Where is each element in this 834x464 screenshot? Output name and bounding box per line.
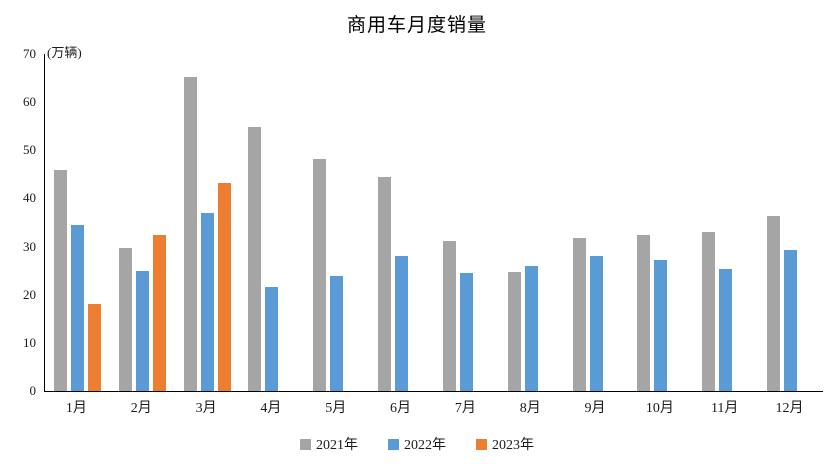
bar-group-8月 [499, 54, 564, 391]
bar-2022年-8月 [524, 266, 538, 391]
y-tick-label: 50 [23, 142, 36, 158]
y-tick-label: 10 [23, 334, 36, 350]
bar-2022年-11月 [719, 268, 733, 391]
plot-area [44, 54, 823, 392]
bar-2022年-9月 [589, 256, 603, 391]
y-tick-label: 30 [23, 238, 36, 254]
x-tick-label: 8月 [519, 401, 541, 416]
bar-2021年-12月 [767, 216, 781, 391]
bar-2021年-7月 [442, 240, 456, 391]
x-tick-label: 9月 [584, 401, 606, 416]
bar-group-12月 [758, 54, 823, 391]
y-tick-label: 0 [29, 383, 37, 398]
bar-2021年-8月 [507, 271, 521, 391]
y-tick-label: 20 [23, 286, 36, 302]
bar-group-6月 [369, 54, 434, 391]
x-tick-label: 11月 [710, 401, 739, 416]
x-tick-label: 4月 [260, 401, 282, 416]
y-tick-label: 60 [23, 94, 36, 110]
x-tick-label: 7月 [454, 401, 476, 416]
bar-group-4月 [239, 54, 304, 391]
bar-2021年-11月 [702, 232, 716, 391]
bar-2022年-10月 [654, 259, 668, 391]
bar-2022年-12月 [784, 250, 798, 391]
bar-group-2月 [110, 54, 175, 391]
x-tick-label: 5月 [325, 401, 347, 416]
legend-label: 2023年 [492, 438, 534, 453]
legend: 2021年 2022年 2023年 [0, 434, 834, 454]
bar-2021年-2月 [118, 248, 132, 391]
legend-label: 2022年 [404, 438, 446, 453]
legend-swatch-icon [388, 438, 399, 450]
bar-group-10月 [628, 54, 693, 391]
bar-group-1月 [45, 54, 110, 391]
bar-2021年-9月 [572, 238, 586, 391]
bar-2022年-1月 [70, 224, 84, 391]
legend-swatch-icon [476, 438, 487, 450]
legend-item-2021年: 2021年 [300, 434, 358, 454]
y-axis: 0 10 20 30 40 50 60 70 [0, 46, 36, 398]
chart-title: 商用车月度销量 [346, 15, 487, 36]
bar-2023年-2月 [152, 235, 166, 391]
x-tick-label: 2月 [130, 401, 152, 416]
x-tick-label: 10月 [645, 401, 674, 416]
legend-item-2023年: 2023年 [476, 434, 534, 454]
bar-2021年-6月 [378, 176, 392, 391]
bar-2022年-7月 [459, 273, 473, 391]
bar-group-3月 [175, 54, 240, 391]
bar-2022年-3月 [200, 213, 214, 391]
bar-2021年-1月 [53, 170, 67, 391]
bar-2021年-5月 [313, 159, 327, 391]
bar-2021年-4月 [248, 127, 262, 391]
bar-2021年-10月 [637, 235, 651, 391]
y-tick-label: 40 [23, 190, 36, 206]
bar-2022年-2月 [135, 270, 149, 391]
legend-swatch-icon [300, 438, 311, 450]
bar-2021年-3月 [183, 77, 197, 391]
x-tick-label: 3月 [195, 401, 217, 416]
bar-group-11月 [693, 54, 758, 391]
x-axis: 1月 2月 3月 4月 5月 6月 7月 8月 9月 10月 11月 12月 [44, 397, 822, 417]
x-tick-label: 1月 [65, 401, 87, 416]
y-axis-unit-label: (万辆) [47, 45, 82, 60]
bar-group-9月 [564, 54, 629, 391]
y-tick-label: 70 [23, 46, 36, 61]
bar-2022年-6月 [395, 255, 409, 391]
bar-2023年-1月 [87, 304, 101, 391]
legend-item-2022年: 2022年 [388, 434, 446, 454]
bar-2023年-3月 [217, 183, 231, 391]
bar-group-7月 [434, 54, 499, 391]
bar-group-5月 [304, 54, 369, 391]
legend-label: 2021年 [316, 438, 358, 453]
bar-2022年-4月 [265, 287, 279, 391]
bar-2022年-5月 [330, 275, 344, 391]
x-tick-label: 6月 [390, 401, 412, 416]
x-tick-label: 12月 [775, 401, 804, 416]
